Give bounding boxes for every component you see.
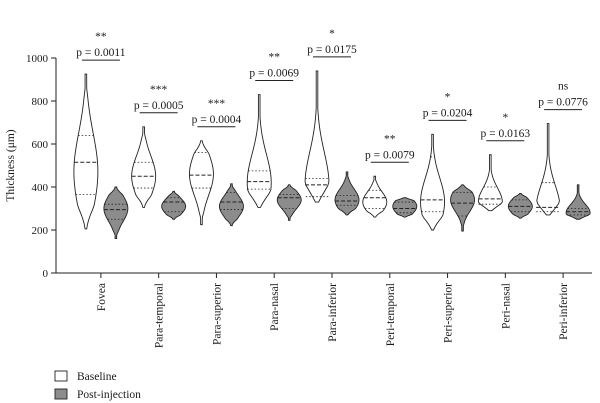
violin-baseline: [477, 154, 503, 212]
significance-stars: **: [95, 31, 107, 43]
y-tick-label: 200: [32, 225, 49, 237]
violin-baseline: [420, 133, 445, 231]
violin-post-injection: [565, 184, 591, 220]
x-axis: Fovea Para-temporal Para-superior Para-nasa…: [56, 272, 592, 348]
significance-annotations: p = 0.0011**p = 0.0005***p = 0.0004***p …: [76, 28, 588, 163]
violin-baseline: [188, 140, 214, 226]
violin-post-injection: [392, 197, 418, 218]
significance-stars: ***: [150, 84, 168, 96]
y-tick-label: 400: [32, 182, 49, 194]
violin-baseline: [362, 175, 388, 218]
x-tick-label: Para-temporal: [154, 283, 166, 348]
significance-stars: *: [329, 28, 335, 40]
y-axis: 0 200 400 600 800 1000 Thickness (μm): [5, 53, 57, 280]
violin-baseline: [536, 123, 560, 216]
legend-swatch-baseline: [54, 370, 68, 382]
violin-baseline: [131, 126, 157, 208]
violin-post-injection: [507, 193, 533, 219]
x-tick-label: Peri-temporal: [385, 283, 397, 346]
significance-stars: **: [384, 133, 396, 145]
legend-label: Post-injection: [77, 389, 141, 401]
p-value-label: p = 0.0204: [423, 107, 473, 119]
violin-post-injection: [276, 184, 302, 221]
significance-stars: **: [268, 52, 280, 64]
x-tick-label: Peri-inferior: [558, 283, 570, 340]
y-tick-label: 800: [32, 96, 49, 108]
violin-baseline: [246, 94, 272, 208]
p-value-label: p = 0.0011: [76, 47, 125, 59]
significance-stars: *: [502, 112, 508, 124]
violin-post-injection: [450, 184, 475, 232]
y-tick-label: 600: [32, 139, 49, 151]
y-tick-label: 0: [43, 268, 49, 280]
significance-stars: ***: [208, 98, 226, 110]
x-tick-label: Fovea: [96, 283, 108, 311]
legend: Baseline Post-injection: [54, 370, 141, 401]
p-value-label: p = 0.0005: [134, 100, 184, 112]
violin-post-injection: [161, 190, 187, 220]
violin-post-injection: [218, 183, 244, 227]
y-tick-label: 1000: [26, 53, 49, 65]
p-value-label: p = 0.0163: [481, 128, 531, 140]
p-value-label: p = 0.0004: [192, 114, 242, 126]
violin-baseline: [73, 73, 99, 230]
p-value-label: p = 0.0069: [249, 68, 299, 80]
x-tick-label: Peri-superior: [443, 283, 455, 343]
x-tick-label: Peri-nasal: [500, 283, 512, 329]
p-value-label: p = 0.0079: [365, 149, 415, 161]
p-value-label: p = 0.0175: [307, 44, 357, 56]
violin-plots: [73, 70, 591, 240]
violin-post-injection: [334, 171, 360, 216]
x-tick-label: Para-inferior: [327, 283, 339, 342]
x-tick-label: Para-nasal: [269, 283, 281, 331]
legend-label: Baseline: [77, 371, 117, 383]
legend-swatch-post-injection: [54, 388, 68, 400]
violin-post-injection: [103, 186, 129, 240]
violin-baseline: [304, 70, 330, 203]
x-tick-label: Para-superior: [211, 283, 223, 345]
significance-stars: *: [445, 91, 451, 103]
y-axis-title: Thickness (μm): [5, 129, 17, 201]
p-value-label: p = 0.0776: [538, 97, 588, 109]
significance-stars: ns: [558, 81, 569, 93]
